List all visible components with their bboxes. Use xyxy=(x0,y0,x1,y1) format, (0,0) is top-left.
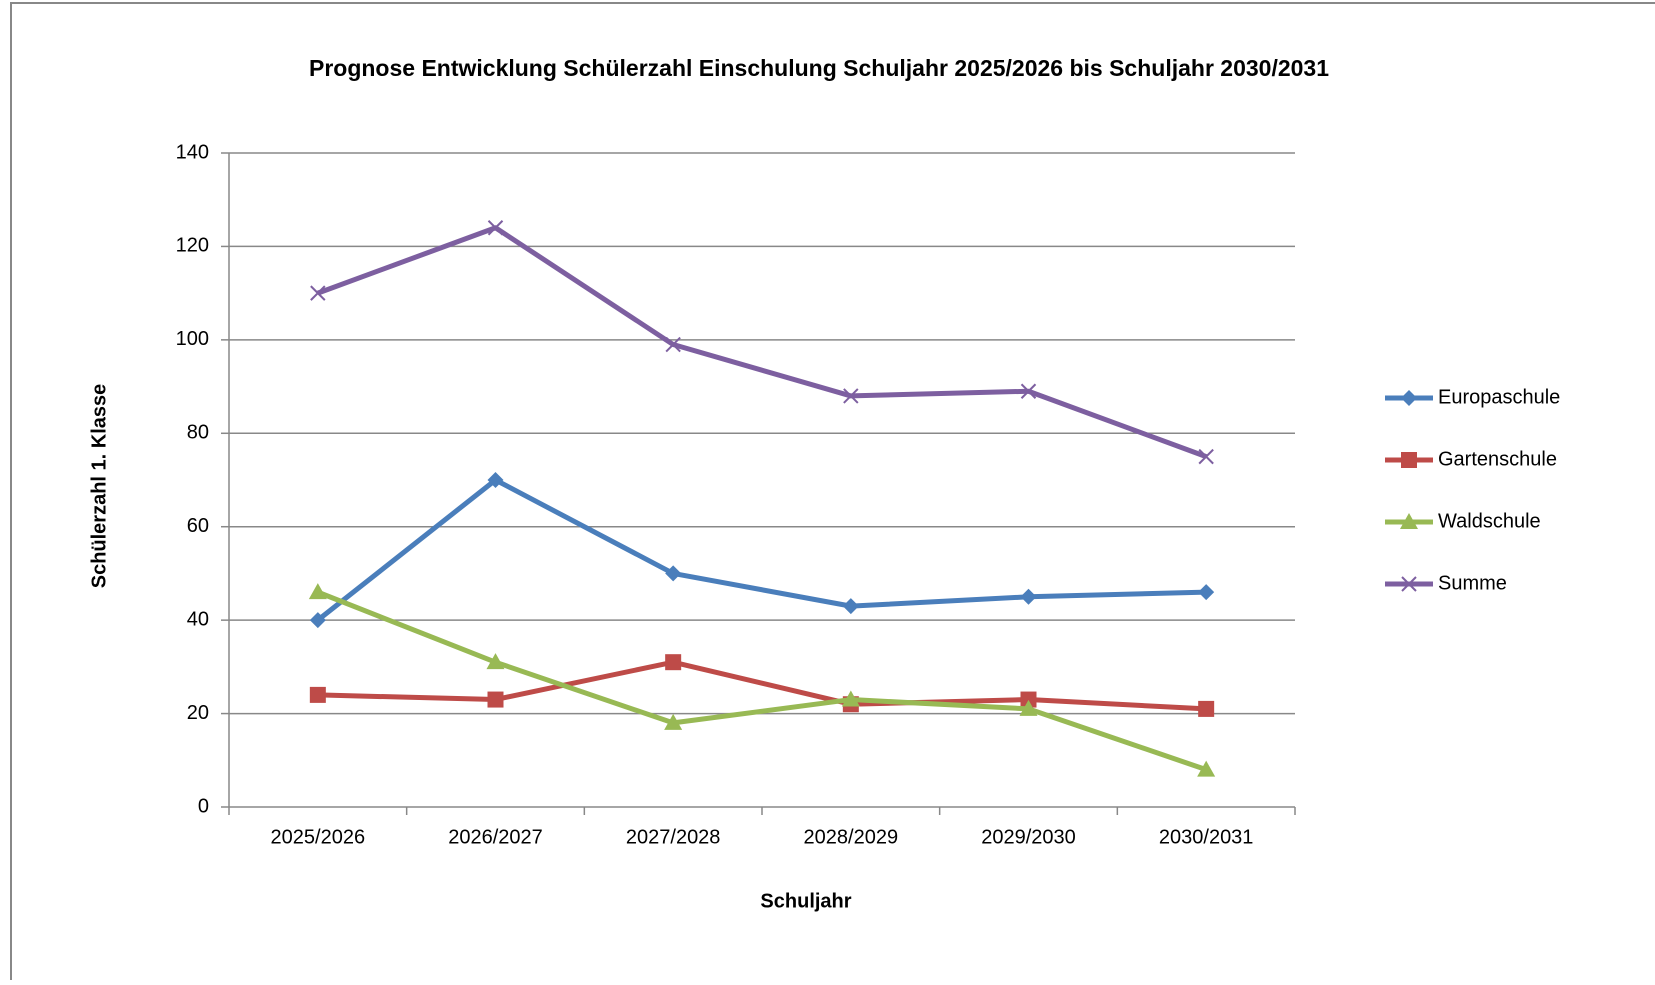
marker xyxy=(665,336,681,353)
chart-frame xyxy=(10,2,1655,985)
marker xyxy=(309,612,326,629)
line xyxy=(316,225,1208,459)
legend-label: Europaschule xyxy=(1438,386,1560,408)
series xyxy=(310,220,1214,465)
marker xyxy=(1020,588,1037,605)
series xyxy=(308,583,1216,777)
y-tick-label: 0 xyxy=(198,795,209,817)
line xyxy=(317,659,1207,712)
y-tick-label: 40 xyxy=(187,608,209,630)
marker xyxy=(665,654,682,671)
x-tick-label: 2029/2030 xyxy=(981,826,1076,848)
marker xyxy=(1020,383,1037,399)
y-tick-label: 60 xyxy=(187,515,209,537)
y-axis-title: Schülerzahl 1. Klasse xyxy=(88,384,110,589)
y-tick-label: 140 xyxy=(176,141,209,163)
y-tick-label: 100 xyxy=(176,328,209,350)
marker xyxy=(1400,513,1418,529)
marker xyxy=(1198,700,1215,717)
marker xyxy=(308,583,327,600)
chart-title: Prognose Entwicklung Schülerzahl Einschu… xyxy=(309,55,1329,81)
legend-label: Summe xyxy=(1438,572,1507,594)
series xyxy=(309,472,1215,629)
marker xyxy=(1019,699,1038,716)
marker xyxy=(310,285,326,301)
marker xyxy=(841,690,860,707)
marker xyxy=(487,472,504,488)
line xyxy=(316,589,1207,772)
x-tick-label: 2028/2029 xyxy=(804,826,899,848)
marker xyxy=(486,653,505,670)
marker xyxy=(1197,760,1216,777)
x-tick-label: 2025/2026 xyxy=(271,826,366,848)
marker xyxy=(1198,584,1215,601)
marker xyxy=(842,598,859,615)
marker xyxy=(1401,390,1417,406)
marker xyxy=(665,565,682,582)
marker xyxy=(1401,452,1417,468)
line xyxy=(316,477,1207,623)
legend-label: Waldschule xyxy=(1438,510,1541,532)
marker xyxy=(487,220,504,236)
x-axis-title: Schuljahr xyxy=(760,890,851,912)
marker xyxy=(309,686,326,703)
legend-label: Gartenschule xyxy=(1438,448,1557,470)
marker xyxy=(487,691,504,708)
marker xyxy=(1198,448,1214,465)
y-tick-label: 20 xyxy=(187,702,209,724)
marker xyxy=(664,713,683,730)
y-tick-label: 120 xyxy=(176,235,209,257)
marker xyxy=(1401,576,1417,592)
x-tick-label: 2026/2027 xyxy=(448,826,543,848)
x-tick-label: 2030/2031 xyxy=(1159,826,1254,848)
marker xyxy=(1020,691,1037,708)
y-tick-label: 80 xyxy=(187,422,209,444)
marker xyxy=(843,388,859,404)
x-tick-label: 2027/2028 xyxy=(626,826,721,848)
